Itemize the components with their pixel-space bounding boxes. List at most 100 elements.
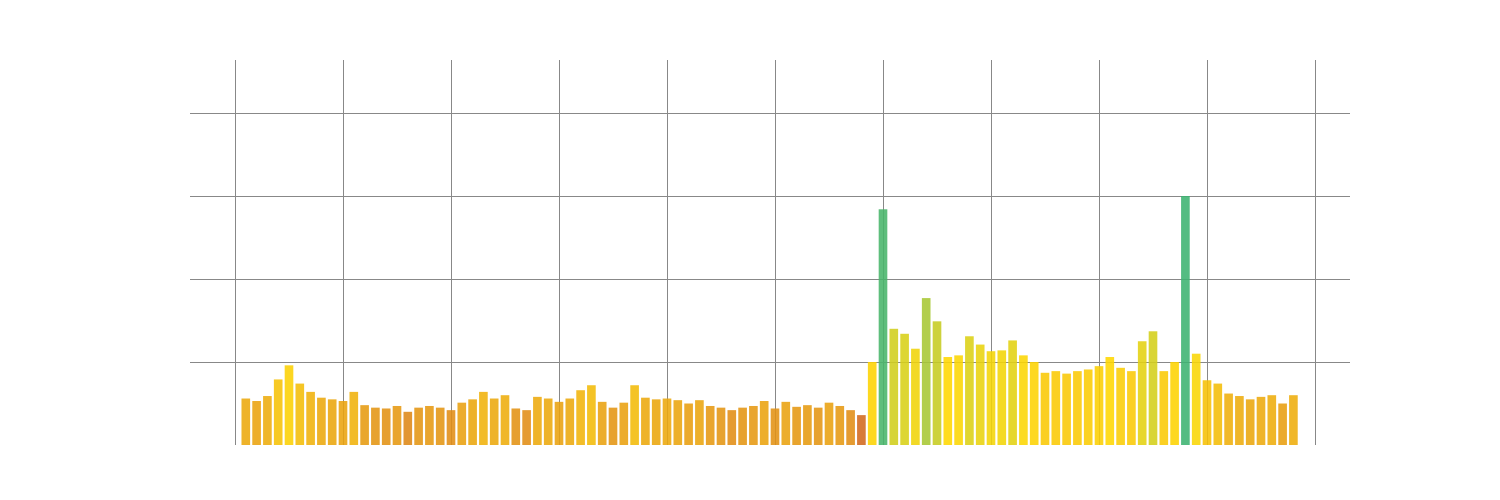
bar bbox=[1191, 353, 1201, 445]
bar bbox=[1073, 371, 1082, 445]
bar bbox=[1127, 371, 1136, 445]
bar bbox=[781, 401, 791, 445]
bar bbox=[1105, 357, 1115, 445]
bar bbox=[554, 401, 564, 445]
bar bbox=[403, 411, 413, 445]
bar bbox=[619, 402, 629, 445]
bar bbox=[803, 405, 812, 445]
bar bbox=[241, 398, 251, 445]
bar bbox=[813, 407, 823, 445]
bar bbox=[587, 385, 596, 445]
bar bbox=[317, 397, 326, 445]
bar bbox=[705, 405, 715, 445]
bar bbox=[1224, 393, 1233, 445]
bar bbox=[759, 401, 769, 445]
bar bbox=[576, 390, 585, 445]
bar bbox=[1040, 372, 1050, 445]
bar bbox=[1148, 331, 1158, 445]
bar bbox=[1289, 395, 1298, 445]
bar bbox=[1256, 396, 1266, 445]
bar bbox=[446, 410, 456, 445]
bar bbox=[835, 405, 845, 445]
bar bbox=[522, 410, 531, 445]
bar bbox=[943, 357, 953, 445]
bar bbox=[468, 399, 477, 445]
bar bbox=[435, 407, 445, 445]
bar bbox=[252, 401, 261, 445]
bar bbox=[489, 398, 499, 445]
bar bbox=[1083, 369, 1093, 445]
bar bbox=[360, 405, 369, 445]
bar bbox=[597, 401, 607, 445]
bar bbox=[684, 403, 693, 445]
bar bbox=[479, 391, 488, 445]
bar bbox=[673, 400, 683, 445]
bar bbox=[900, 333, 909, 445]
bar bbox=[425, 405, 434, 445]
bar bbox=[1051, 371, 1061, 445]
bar bbox=[1235, 396, 1244, 445]
bar bbox=[1202, 380, 1212, 445]
grid-layer bbox=[190, 60, 1350, 445]
bar bbox=[1159, 371, 1169, 445]
bar bbox=[932, 321, 942, 445]
bar bbox=[511, 408, 521, 445]
bar bbox=[414, 407, 423, 445]
bar bbox=[381, 408, 391, 445]
bar bbox=[284, 365, 294, 445]
bar bbox=[749, 405, 758, 445]
bar bbox=[457, 402, 467, 445]
bar bbox=[986, 351, 996, 445]
bar bbox=[1267, 395, 1277, 445]
bar bbox=[824, 402, 834, 445]
bar bbox=[965, 336, 974, 445]
bar bbox=[921, 298, 931, 445]
bar bbox=[997, 350, 1007, 445]
bar bbox=[857, 415, 866, 445]
bar bbox=[543, 398, 553, 445]
bar bbox=[338, 401, 348, 445]
bar bbox=[1245, 399, 1255, 445]
bar bbox=[975, 344, 985, 445]
bar bbox=[1213, 383, 1223, 445]
bar bbox=[878, 209, 888, 445]
bar bbox=[792, 406, 801, 445]
bar bbox=[695, 400, 704, 445]
bar-layer bbox=[241, 196, 1298, 445]
bar bbox=[371, 407, 380, 445]
bar bbox=[263, 396, 272, 445]
bar bbox=[392, 405, 402, 445]
bar bbox=[770, 408, 780, 445]
bar bbox=[327, 399, 337, 445]
bar bbox=[565, 398, 575, 445]
bar bbox=[1062, 373, 1071, 445]
bar bbox=[651, 399, 661, 445]
bar bbox=[738, 407, 747, 445]
bar bbox=[1278, 403, 1287, 445]
bar bbox=[533, 396, 542, 445]
bar bbox=[1008, 340, 1017, 445]
bar bbox=[1116, 367, 1125, 445]
bar bbox=[1094, 366, 1104, 445]
bar bbox=[954, 355, 963, 445]
bar bbox=[641, 397, 650, 445]
bar bbox=[608, 407, 618, 445]
bar bbox=[295, 383, 305, 445]
bar bbox=[1137, 341, 1147, 445]
bar bbox=[867, 362, 877, 445]
bar bbox=[846, 410, 855, 445]
bar bbox=[1019, 355, 1028, 445]
bar bbox=[1170, 362, 1179, 445]
bar bbox=[349, 391, 359, 445]
bar bbox=[716, 407, 726, 445]
bar bbox=[727, 410, 737, 445]
bar bbox=[500, 395, 510, 445]
bar bbox=[273, 379, 283, 445]
bar bbox=[662, 398, 672, 445]
bar bbox=[1181, 196, 1190, 445]
bar bbox=[911, 348, 920, 445]
bar bbox=[630, 385, 639, 445]
bar bbox=[306, 391, 315, 445]
